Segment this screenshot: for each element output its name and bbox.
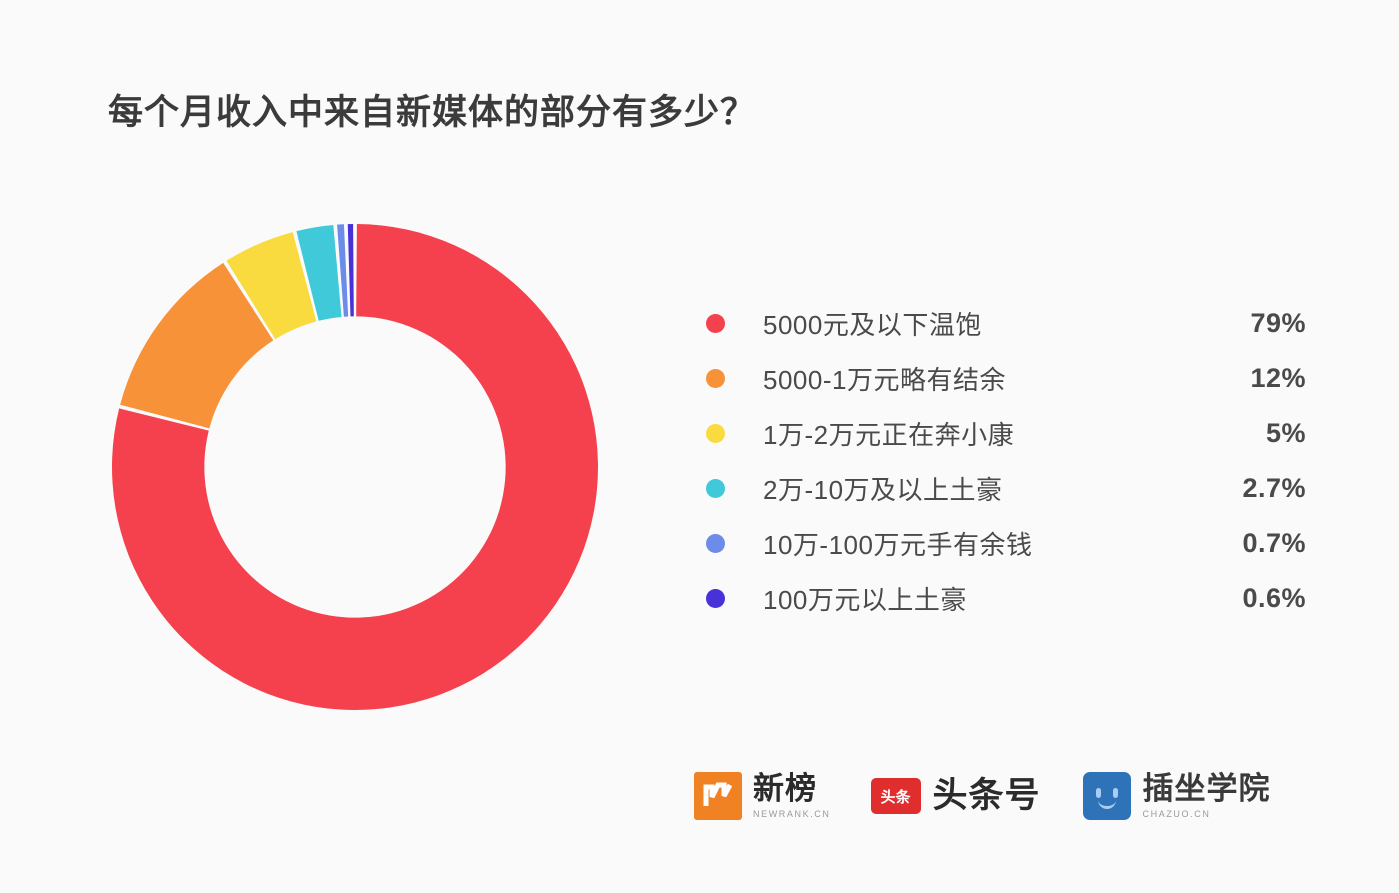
legend-item-value: 5% (1265, 418, 1306, 448)
legend-item-value: 0.6% (1242, 583, 1306, 613)
legend-item-4[interactable]: 10万-100万元手有余钱 0.7% (706, 516, 1306, 571)
donut-slices (111, 224, 599, 710)
donut-slice[interactable] (337, 224, 349, 317)
chart-legend: 5000元及以下温饱 79% 5000-1万元略有结余 12% 1万-2万元正在… (706, 296, 1306, 626)
legend-item-value: 79% (1250, 308, 1306, 338)
legend-color-swatch-icon (706, 424, 725, 443)
legend-item-label: 100万元以上土豪 (763, 585, 967, 615)
logo-subtitle: CHAZUO.CN (1142, 808, 1211, 819)
legend-item-label: 10万-100万元手有余钱 (763, 530, 1033, 560)
logo-name: 插坐学院 (1142, 771, 1271, 807)
donut-chart (110, 222, 600, 712)
logo-chazuo[interactable]: 插坐学院 CHAZUO.CN (1082, 772, 1271, 820)
legend-color-swatch-icon (706, 314, 725, 333)
toutiaohao-text-block: 头条号 (932, 775, 1041, 815)
legend-color-swatch-icon (706, 534, 725, 553)
donut-slice[interactable] (347, 224, 354, 317)
legend-item-1[interactable]: 5000-1万元略有结余 12% (706, 351, 1306, 406)
chazuo-face-mark-icon (1082, 772, 1131, 820)
legend-item-label: 2万-10万及以上土豪 (763, 475, 1003, 505)
newrank-mark-icon (694, 772, 742, 820)
legend-item-0[interactable]: 5000元及以下温饱 79% (706, 296, 1306, 351)
logo-newrank[interactable]: 新榜 NEWRANK.CN (694, 772, 831, 820)
logo-toutiaohao[interactable]: 头条 头条号 (870, 775, 1041, 815)
donut-slice[interactable] (120, 262, 274, 429)
donut-chart-svg (111, 224, 599, 710)
newrank-text-block: 新榜 NEWRANK.CN (753, 773, 831, 819)
donut-slice[interactable] (226, 232, 317, 340)
legend-item-value: 2.7% (1242, 473, 1306, 503)
legend-item-2[interactable]: 1万-2万元正在奔小康 5% (706, 406, 1306, 461)
page-title: 每个月收入中来自新媒体的部分有多少？ (108, 93, 757, 132)
legend-color-swatch-icon (706, 369, 725, 388)
legend-item-value: 12% (1250, 363, 1306, 393)
logo-name: 头条号 (932, 775, 1041, 815)
legend-item-label: 5000-1万元略有结余 (763, 365, 1006, 395)
logo-subtitle: NEWRANK.CN (753, 808, 831, 819)
newrank-n-glyph-icon (703, 782, 733, 806)
face-left-eye-icon (1095, 788, 1101, 798)
face-mouth-icon (1097, 799, 1116, 809)
legend-item-3[interactable]: 2万-10万及以上土豪 2.7% (706, 461, 1306, 516)
face-right-eye-icon (1112, 788, 1118, 798)
legend-item-label: 5000元及以下温饱 (763, 310, 982, 340)
donut-slice[interactable] (296, 224, 342, 321)
legend-color-swatch-icon (706, 589, 725, 608)
legend-item-label: 1万-2万元正在奔小康 (763, 420, 1015, 450)
donut-slice[interactable] (111, 224, 599, 710)
logo-name: 新榜 (753, 771, 817, 807)
toutiao-mark-icon: 头条 (870, 778, 921, 814)
legend-item-value: 0.7% (1242, 528, 1306, 558)
legend-color-swatch-icon (706, 479, 725, 498)
footer-logo-bar: 新榜 NEWRANK.CN 头条 头条号 插坐学院 CHAZUO.CN (694, 772, 1271, 820)
chazuo-text-block: 插坐学院 CHAZUO.CN (1143, 773, 1271, 819)
legend-item-5[interactable]: 100万元以上土豪 0.6% (706, 571, 1306, 626)
